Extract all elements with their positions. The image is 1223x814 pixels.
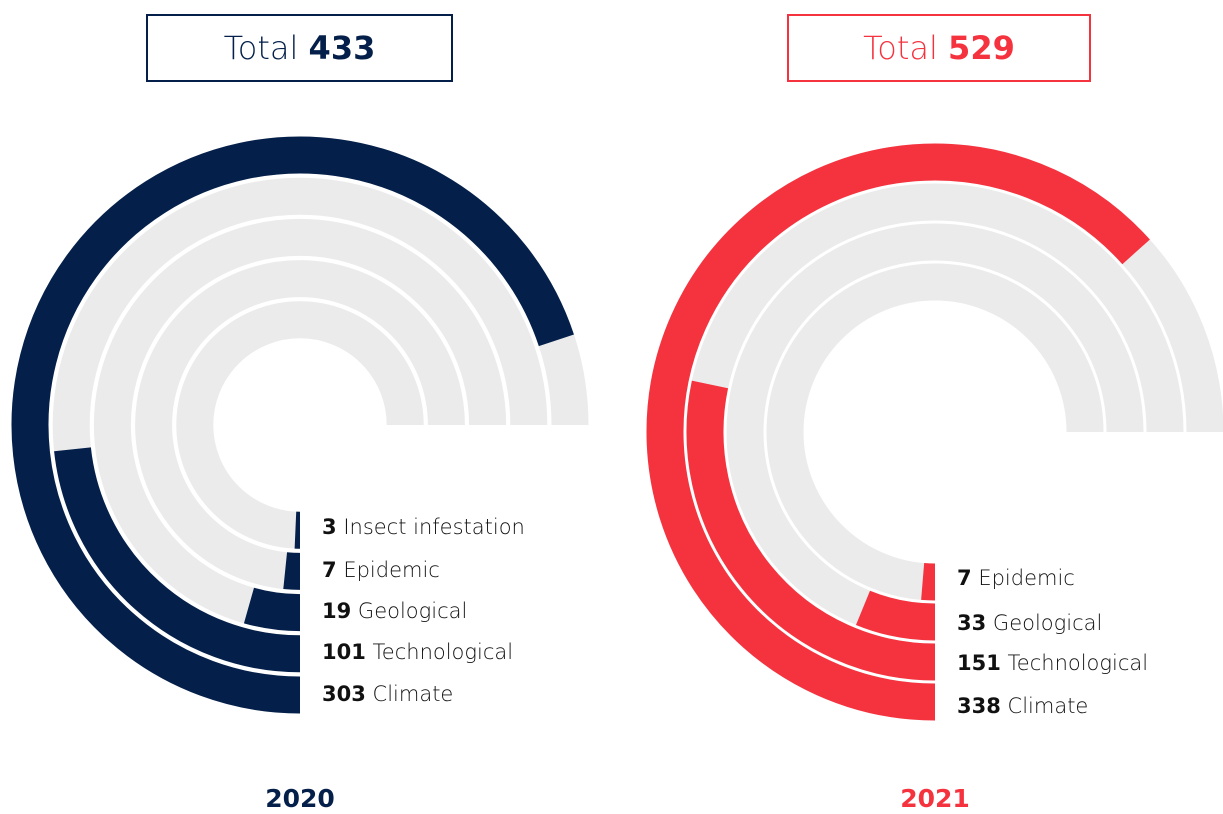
track bbox=[176, 301, 424, 549]
track bbox=[766, 263, 1104, 601]
category-label: Technological bbox=[373, 640, 514, 664]
value-label: 7 bbox=[322, 558, 337, 582]
value-label: 338 bbox=[957, 694, 1001, 718]
radial-bar bbox=[11, 136, 574, 714]
total-box bbox=[787, 14, 1091, 82]
category-label: Geological bbox=[358, 599, 467, 623]
radial-bar bbox=[54, 447, 301, 673]
category-label: Technological bbox=[1008, 651, 1149, 675]
bar-label: 338 Climate bbox=[957, 694, 1088, 718]
category-label: Geological bbox=[993, 611, 1102, 635]
track bbox=[135, 260, 465, 590]
total-title: Total 433 bbox=[224, 29, 376, 67]
total-box bbox=[146, 14, 453, 82]
radial-bar bbox=[646, 143, 1150, 721]
bar-label: 303 Climate bbox=[322, 682, 453, 706]
bar-label: 33 Geological bbox=[957, 611, 1102, 635]
total-value: 529 bbox=[948, 29, 1015, 67]
bar-label: 19 Geological bbox=[322, 599, 467, 623]
category-label: Insect infestation bbox=[343, 515, 525, 539]
radial-bar bbox=[283, 552, 301, 590]
radial-bar bbox=[686, 380, 936, 681]
radial-bar bbox=[855, 590, 936, 641]
value-label: 33 bbox=[957, 611, 986, 635]
total-label: Total bbox=[224, 29, 299, 67]
value-label: 101 bbox=[322, 640, 366, 664]
total-value: 433 bbox=[309, 29, 376, 67]
year-label: 2020 bbox=[265, 784, 335, 813]
track bbox=[726, 223, 1144, 641]
category-label: Epidemic bbox=[343, 558, 440, 582]
value-label: 303 bbox=[322, 682, 366, 706]
radial-bar bbox=[921, 563, 936, 601]
bar-label: 7 Epidemic bbox=[957, 566, 1075, 590]
category-label: Climate bbox=[1008, 694, 1089, 718]
total-label: Total bbox=[863, 29, 938, 67]
bar-label: 3 Insect infestation bbox=[322, 515, 525, 539]
radial-bar bbox=[243, 587, 301, 632]
value-label: 19 bbox=[322, 599, 351, 623]
category-label: Epidemic bbox=[978, 566, 1075, 590]
bar-label: 101 Technological bbox=[322, 640, 513, 664]
value-label: 151 bbox=[957, 651, 1001, 675]
bar-label: 151 Technological bbox=[957, 651, 1148, 675]
year-label: 2021 bbox=[900, 784, 970, 813]
category-label: Climate bbox=[373, 682, 454, 706]
track bbox=[93, 218, 507, 632]
value-label: 3 bbox=[322, 515, 337, 539]
total-title: Total 529 bbox=[863, 29, 1015, 67]
bar-label: 7 Epidemic bbox=[322, 558, 440, 582]
value-label: 7 bbox=[957, 566, 972, 590]
